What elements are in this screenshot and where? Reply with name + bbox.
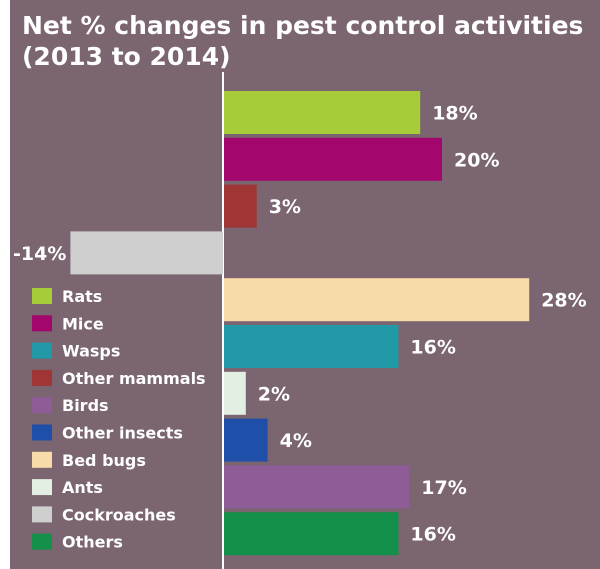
bar-wasps <box>224 325 399 368</box>
bar-value-label-wasps: 16% <box>410 337 455 359</box>
legend-swatch-birds <box>32 397 52 414</box>
bar-cockroaches <box>70 231 224 275</box>
legend-swatch-mice <box>32 315 52 332</box>
legend-label-rats: Rats <box>62 287 102 306</box>
bar-others <box>224 512 399 556</box>
bar-birds <box>224 465 410 509</box>
bar-value-label-other-mammals: 3% <box>269 196 301 218</box>
bar-value-label-bed-bugs: 28% <box>541 290 586 312</box>
bar-value-label-birds: 17% <box>421 477 466 499</box>
bar-other-insects <box>224 418 268 462</box>
legend-label-other-mammals: Other mammals <box>62 369 206 388</box>
bar-mice <box>224 137 442 181</box>
legend-swatch-ants <box>32 479 52 496</box>
legend-swatch-cockroaches <box>32 506 52 523</box>
bar-value-label-other-insects: 4% <box>280 430 312 452</box>
bar-value-label-mice: 20% <box>454 149 499 171</box>
legend-swatch-others <box>32 533 52 550</box>
bar-value-label-ants: 2% <box>258 383 290 405</box>
bar-value-label-rats: 18% <box>432 103 477 125</box>
legend-swatch-other-mammals <box>32 369 52 386</box>
bar-value-label-cockroaches: -14% <box>13 243 66 265</box>
legend-swatch-bed-bugs <box>32 451 52 468</box>
bar-other-mammals <box>224 184 257 228</box>
legend-label-wasps: Wasps <box>62 342 120 361</box>
legend-label-birds: Birds <box>62 396 109 415</box>
legend-label-others: Others <box>62 533 123 552</box>
legend-label-cockroaches: Cockroaches <box>62 505 176 524</box>
legend-label-bed-bugs: Bed bugs <box>62 451 146 470</box>
bar-ants <box>224 371 246 415</box>
bar-bed-bugs <box>224 278 530 322</box>
legend-label-mice: Mice <box>62 314 104 333</box>
bar-value-label-others: 16% <box>410 524 455 546</box>
legend-swatch-rats <box>32 288 52 304</box>
chart-title: Net % changes in pest control activities… <box>22 11 584 71</box>
legend-label-ants: Ants <box>62 478 103 497</box>
legend-swatch-wasps <box>32 342 52 359</box>
bar-rats <box>224 91 421 134</box>
legend-swatch-other-insects <box>32 424 52 441</box>
legend-label-other-insects: Other insects <box>62 424 183 443</box>
